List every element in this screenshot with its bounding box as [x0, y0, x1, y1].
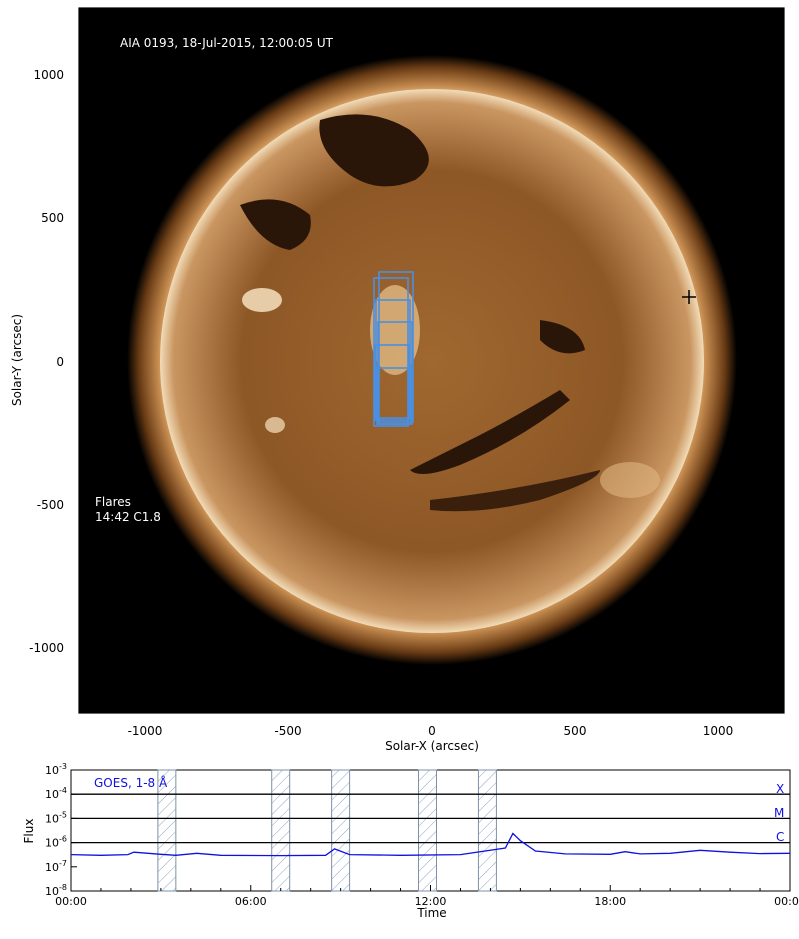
- goes-ytick-label: 10-6: [45, 835, 67, 850]
- coronal-hole: [410, 390, 570, 474]
- image-xtick-label: -500: [274, 724, 301, 738]
- observation-interval: [418, 769, 437, 892]
- fov-box: [374, 344, 410, 421]
- goes-ytick-label: 10-3: [45, 762, 67, 777]
- goes-xtick-label: 00:00: [774, 895, 799, 908]
- image-panel: AIA 0193, 18-Jul-2015, 12:00:05 UT Flare…: [10, 7, 785, 753]
- goes-ytick-label: 10-4: [45, 786, 67, 801]
- coronal-hole: [319, 114, 429, 187]
- image-ytick-label: -1000: [29, 641, 64, 655]
- active-region: [265, 417, 285, 433]
- solar-disk: [160, 89, 704, 633]
- fov-box: [373, 277, 409, 427]
- coronal-hole: [540, 320, 585, 354]
- image-axis-ticks: [79, 8, 784, 713]
- fov-box: [378, 271, 414, 423]
- observation-interval: [271, 769, 291, 892]
- image-xtick-label: 0: [428, 724, 436, 738]
- goes-xtick-label: 00:00: [55, 895, 87, 908]
- class-label-x: X: [776, 782, 784, 796]
- fov-box: [375, 299, 411, 419]
- goes-ytick-labels: 10-3 10-4 10-5 10-6 10-7 10-8: [45, 762, 67, 898]
- sun-image: [127, 55, 737, 665]
- fov-box: [376, 367, 412, 425]
- goes-ytick-label: 10-7: [45, 859, 67, 874]
- dark-lane: [430, 470, 600, 512]
- image-ytick-label: 1000: [33, 68, 64, 82]
- observation-interval: [331, 769, 351, 892]
- flares-title: Flares: [95, 495, 131, 509]
- goes-ylabel: Flux: [22, 819, 36, 844]
- goes-axis-ticks: [70, 769, 791, 892]
- goes-ytick-label: 10-5: [45, 810, 67, 825]
- goes-xtick-label: 12:00: [415, 895, 447, 908]
- image-xtick-label: 500: [564, 724, 587, 738]
- goes-xtick-label: 18:00: [594, 895, 626, 908]
- image-ytick-label: -500: [37, 498, 64, 512]
- goes-legend: GOES, 1-8 Å: [94, 775, 168, 790]
- image-ytick-label: 0: [56, 355, 64, 369]
- coronal-hole: [240, 199, 311, 250]
- goes-xlabel: Time: [416, 906, 446, 920]
- image-xtick-label: -1000: [128, 724, 163, 738]
- active-region: [600, 462, 660, 498]
- goes-panel: GOES, 1-8 Å X M C 10-310-410-510-610-710…: [22, 762, 799, 920]
- observation-intervals: [157, 769, 497, 892]
- goes-flux-line: [70, 832, 791, 857]
- goes-ytick-label: 10-8: [45, 883, 67, 898]
- flares-entry: 14:42 C1.8: [95, 510, 161, 524]
- image-ytick-label: 500: [41, 211, 64, 225]
- image-title: AIA 0193, 18-Jul-2015, 12:00:05 UT: [120, 36, 334, 50]
- field-of-view-boxes: [373, 271, 414, 427]
- observation-interval: [477, 769, 497, 892]
- observation-interval: [157, 769, 177, 892]
- goes-xtick-label: 06:00: [235, 895, 267, 908]
- class-threshold-lines: [71, 793, 790, 844]
- image-xtick-label: 1000: [703, 724, 734, 738]
- active-region: [242, 288, 282, 312]
- image-ylabel: Solar-Y (arcsec): [10, 314, 24, 406]
- goes-xtick-labels: 00:00 06:00 12:00 18:00 00:00: [55, 895, 799, 908]
- class-label-m: M: [774, 806, 784, 820]
- image-xlabel: Solar-X (arcsec): [385, 739, 479, 753]
- position-marker: [682, 290, 696, 304]
- class-label-c: C: [776, 830, 784, 844]
